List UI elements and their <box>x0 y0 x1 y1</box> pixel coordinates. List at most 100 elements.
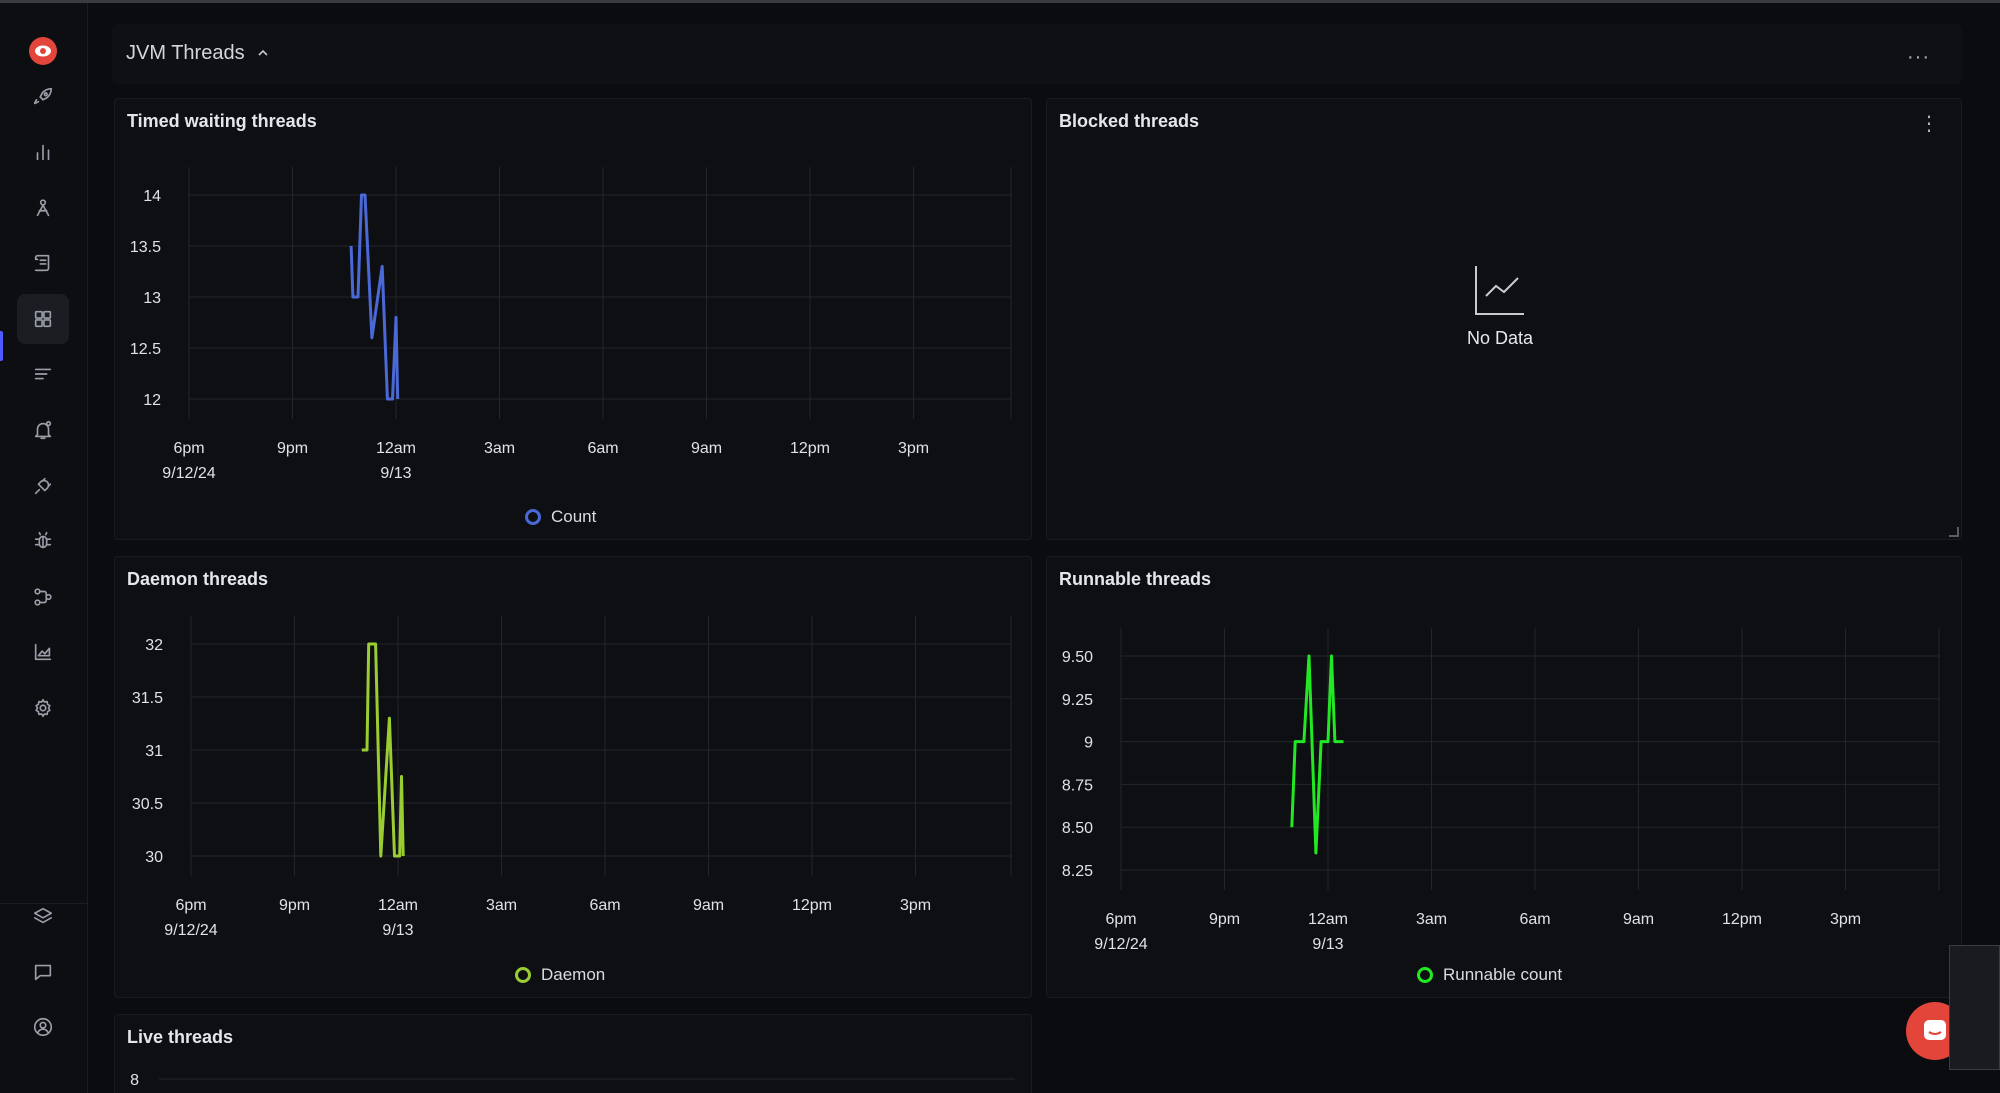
panel-title: Daemon threads <box>127 569 269 589</box>
panel-runnable-threads: Runnable threads 9.50 9.25 9 8.75 8.50 8.25 6p… <box>1046 556 1962 998</box>
screen-preview-thumbnail <box>1949 945 2000 1070</box>
panel-blocked-threads: Blocked threads ⋮ No Data <box>1046 98 1962 540</box>
x-tick-label: 3pm <box>898 440 929 457</box>
integrations-plug-icon <box>34 477 52 495</box>
daemon-chart: 32 31.5 31 30.5 30 6pm 9/12/24 9pm 12am 9/13 3am 6a… <box>132 616 1012 939</box>
sidebar-item-chat[interactable] <box>17 947 69 997</box>
sidebar-item-user-circle[interactable] <box>17 1002 69 1052</box>
panel-live-threads: Live threads 8 <box>114 1014 1032 1093</box>
sidebar-item-gear[interactable] <box>17 683 69 733</box>
y-tick-label: 9.25 <box>1062 692 1093 709</box>
bar-chart-icon <box>36 144 50 161</box>
x-tick-label: 12pm <box>1722 911 1762 928</box>
x-tick-label: 6pm <box>1105 911 1136 928</box>
x-tick-label: 12pm <box>792 897 832 914</box>
chat-icon <box>34 964 52 981</box>
no-data-placeholder: No Data <box>1467 262 1533 349</box>
area-chart-icon <box>34 643 52 661</box>
sidebar-divider <box>0 903 88 904</box>
sidebar-item-rocket[interactable] <box>17 72 69 122</box>
x-tick-label: 12am <box>1308 911 1348 928</box>
app-logo[interactable] <box>29 37 57 65</box>
y-tick-label: 13.5 <box>130 239 161 256</box>
x-tick-date-label: 9/12/24 <box>162 465 215 482</box>
legend-marker <box>525 509 541 525</box>
x-tick-date-label: 9/12/24 <box>1094 936 1147 953</box>
panel-title: Blocked threads <box>1059 111 1200 131</box>
alert-bell-icon <box>34 420 52 440</box>
x-tick-label: 9pm <box>279 897 310 914</box>
x-tick-label: 9am <box>693 897 724 914</box>
x-tick-label: 3pm <box>1830 911 1861 928</box>
y-tick-label: 12.5 <box>130 341 161 358</box>
x-tick-label: 9pm <box>277 440 308 457</box>
sidebar <box>0 3 88 1093</box>
x-tick-label: 12am <box>378 897 418 914</box>
chart-legend[interactable]: Daemon <box>515 965 605 985</box>
panel-title: Runnable threads <box>1059 569 1212 589</box>
sidebar-item-list[interactable] <box>17 349 69 399</box>
chevron-up-icon[interactable] <box>258 48 268 58</box>
active-nav-indicator <box>0 331 3 361</box>
layers-icon <box>33 907 53 924</box>
rocket-icon <box>33 87 53 105</box>
panel-menu-button[interactable]: ⋮ <box>1919 113 1939 135</box>
sidebar-item-alert-bell[interactable] <box>17 405 69 455</box>
y-tick-label: 14 <box>143 188 161 205</box>
sidebar-item-bar-chart[interactable] <box>17 127 69 177</box>
x-tick-label: 9am <box>691 440 722 457</box>
x-tick-label: 3pm <box>900 897 931 914</box>
chat-bubble-icon <box>1924 1020 1946 1040</box>
x-tick-label: 6am <box>1519 911 1550 928</box>
section-more-button[interactable]: ··· <box>1907 46 1930 68</box>
panel-title: Timed waiting threads <box>127 111 317 131</box>
x-tick-label: 6am <box>589 897 620 914</box>
panel-resize-handle[interactable] <box>1949 527 1959 537</box>
y-tick-label: 12 <box>143 392 161 409</box>
x-tick-date-label: 9/13 <box>1312 936 1343 953</box>
chart-legend[interactable]: Runnable count <box>1417 965 1562 985</box>
gear-icon <box>35 698 51 718</box>
window-top-border <box>0 0 2000 3</box>
x-tick-date-label: 9/13 <box>380 465 411 482</box>
x-tick-label: 6am <box>587 440 618 457</box>
sidebar-item-logs[interactable] <box>17 238 69 288</box>
y-tick-label: 31.5 <box>132 690 163 707</box>
sidebar-item-bug[interactable] <box>17 516 69 566</box>
x-tick-label: 9pm <box>1209 911 1240 928</box>
section-title: JVM Threads <box>126 42 245 64</box>
sidebar-item-area-chart[interactable] <box>17 627 69 677</box>
sidebar-item-dashboard-grid[interactable] <box>17 294 69 344</box>
legend-marker <box>1417 967 1433 983</box>
series-line-runnable-count <box>1290 654 1344 855</box>
sidebar-item-traces[interactable] <box>17 183 69 233</box>
y-tick-label: 8.50 <box>1062 820 1093 837</box>
pipelines-icon <box>34 588 52 606</box>
traces-icon <box>36 199 50 217</box>
x-tick-label: 3am <box>1416 911 1447 928</box>
timed-waiting-chart: 14 13.5 13 12.5 12 6pm 9/12/24 9pm 12am 9/13 3am 6a… <box>130 167 1012 482</box>
chart-legend[interactable]: Count <box>525 507 596 527</box>
live-threads-chart: 8 <box>130 1072 1015 1089</box>
eye-icon <box>35 45 51 57</box>
no-data-label: No Data <box>1467 328 1534 348</box>
list-icon <box>34 368 52 380</box>
runnable-chart: 9.50 9.25 9 8.75 8.50 8.25 6pm 9/12/24 9pm 12am 9/… <box>1062 628 1940 953</box>
x-tick-label: 12am <box>376 440 416 457</box>
y-tick-label: 31 <box>145 743 163 760</box>
sidebar-item-pipelines[interactable] <box>17 572 69 622</box>
legend-label: Daemon <box>541 965 606 984</box>
x-tick-label: 9am <box>1623 911 1654 928</box>
sidebar-item-layers[interactable] <box>17 891 69 941</box>
y-tick-label: 13 <box>143 290 161 307</box>
y-tick-label: 32 <box>145 637 163 654</box>
sidebar-item-integrations-plug[interactable] <box>17 461 69 511</box>
panel-title: Live threads <box>127 1027 234 1047</box>
logs-icon <box>34 254 50 272</box>
x-tick-label: 3am <box>486 897 517 914</box>
section-header-jvm-threads[interactable]: JVM Threads ··· <box>112 24 1962 84</box>
panel-daemon-threads: Daemon threads 32 31.5 31 30.5 30 6pm 9/12/24 9… <box>114 556 1032 998</box>
x-tick-label: 12pm <box>790 440 830 457</box>
y-tick-label: 30.5 <box>132 796 163 813</box>
y-tick-label: 30 <box>145 849 163 866</box>
